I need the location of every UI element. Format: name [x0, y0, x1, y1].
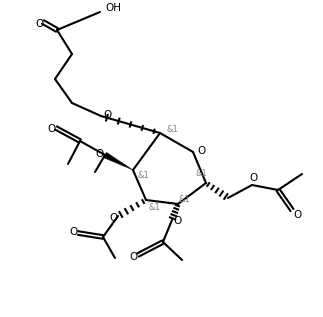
Text: O: O: [197, 146, 205, 156]
Text: OH: OH: [105, 3, 121, 13]
Text: &1: &1: [137, 171, 149, 179]
Polygon shape: [104, 152, 133, 170]
Text: &1: &1: [148, 204, 160, 212]
Text: O: O: [129, 252, 137, 262]
Text: &1: &1: [178, 195, 190, 204]
Text: O: O: [249, 173, 257, 183]
Text: O: O: [174, 216, 182, 226]
Text: O: O: [47, 124, 55, 134]
Text: O: O: [104, 110, 112, 120]
Text: &1: &1: [195, 169, 207, 178]
Text: O: O: [109, 213, 117, 223]
Text: &1: &1: [166, 126, 178, 134]
Text: O: O: [35, 19, 43, 29]
Text: O: O: [69, 227, 77, 237]
Text: O: O: [96, 149, 104, 159]
Text: O: O: [294, 210, 302, 220]
